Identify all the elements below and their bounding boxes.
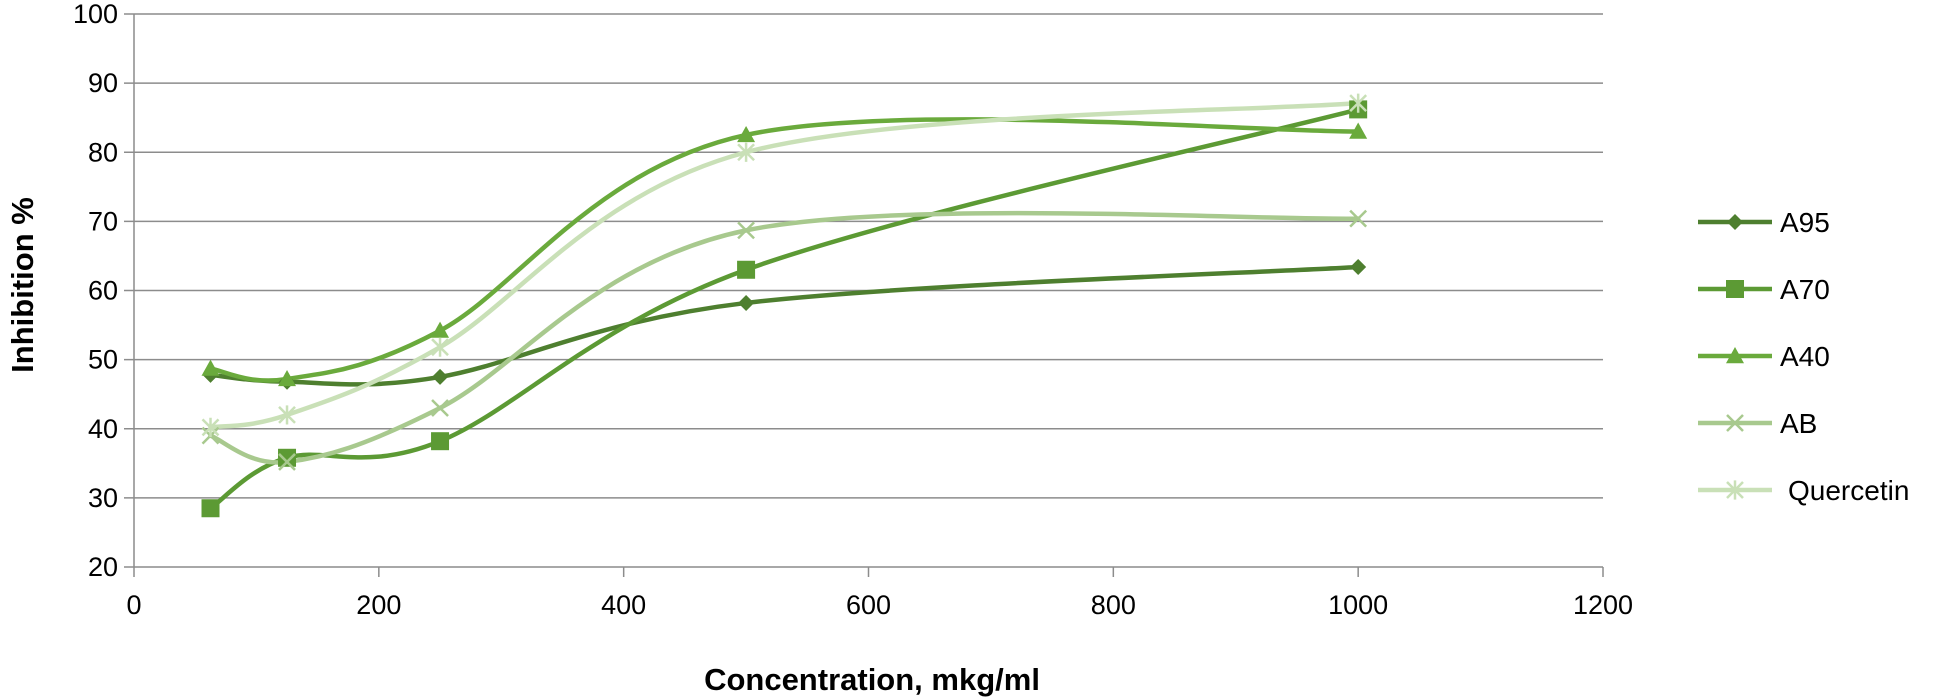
data-point-a95 — [432, 368, 449, 385]
x-tick-label: 0 — [126, 590, 141, 620]
y-tick-label: 40 — [88, 414, 118, 444]
x-tick-label: 800 — [1091, 590, 1136, 620]
data-point-a40 — [431, 321, 450, 338]
data-point-ab — [737, 221, 755, 240]
series-markers — [201, 93, 1368, 518]
x-tick-label: 1000 — [1328, 590, 1388, 620]
legend-label-a95: A95 — [1780, 207, 1830, 238]
y-tick-label: 20 — [88, 552, 118, 582]
legend-marker-quercetin — [1726, 480, 1744, 500]
data-point-ab — [278, 453, 296, 471]
legend-label-a40: A40 — [1780, 341, 1830, 372]
legend: A95 A70 A40 AB Quercetin — [1698, 207, 1909, 506]
data-point-a95 — [738, 294, 755, 311]
data-point-a70 — [431, 432, 450, 451]
data-point-a70 — [201, 499, 220, 518]
y-tick-label: 80 — [88, 137, 118, 167]
legend-marker-ab — [1726, 414, 1744, 432]
y-tick-label: 70 — [88, 206, 118, 236]
data-point-quercetin — [201, 417, 220, 437]
series-lines — [208, 100, 1361, 511]
data-point-ab — [431, 399, 449, 417]
legend-marker-a70 — [1726, 280, 1744, 298]
legend-label-a70: A70 — [1780, 274, 1830, 305]
data-point-a40 — [201, 359, 220, 376]
series-line-ab — [208, 210, 1361, 465]
series-line-a70 — [208, 107, 1361, 511]
data-point-a70 — [737, 260, 756, 279]
data-point-quercetin — [431, 337, 449, 357]
data-point-a40 — [737, 125, 756, 143]
data-point-a40 — [1349, 122, 1368, 139]
legend-marker-a95 — [1727, 214, 1743, 230]
data-point-a40 — [278, 369, 297, 387]
series-line-a95 — [208, 264, 1361, 387]
legend-label-ab: AB — [1780, 408, 1817, 439]
data-point-quercetin — [278, 405, 296, 425]
data-point-quercetin — [737, 142, 755, 162]
x-tick-label: 400 — [601, 590, 646, 620]
data-point-quercetin — [1349, 93, 1368, 113]
y-tick-label: 60 — [88, 276, 118, 306]
data-point-a70 — [278, 448, 297, 467]
x-tick-label: 200 — [356, 590, 401, 620]
series-line-a40 — [208, 117, 1361, 383]
y-tick-label: 30 — [88, 483, 118, 513]
legend-label-quercetin: Quercetin — [1788, 475, 1909, 506]
y-axis-title: Inhibition % — [5, 197, 40, 373]
legend-marker-a40 — [1726, 347, 1744, 364]
x-tick-label: 1200 — [1573, 590, 1633, 620]
y-tick-label: 50 — [88, 345, 118, 375]
series-line-quercetin — [208, 100, 1361, 430]
data-point-ab — [1349, 209, 1368, 228]
data-point-a95 — [1350, 258, 1367, 275]
y-tick-label: 90 — [88, 68, 118, 98]
x-tick-label: 600 — [846, 590, 891, 620]
y-tick-label: 100 — [73, 0, 118, 29]
x-axis-title: Concentration, mkg/ml — [704, 662, 1040, 697]
